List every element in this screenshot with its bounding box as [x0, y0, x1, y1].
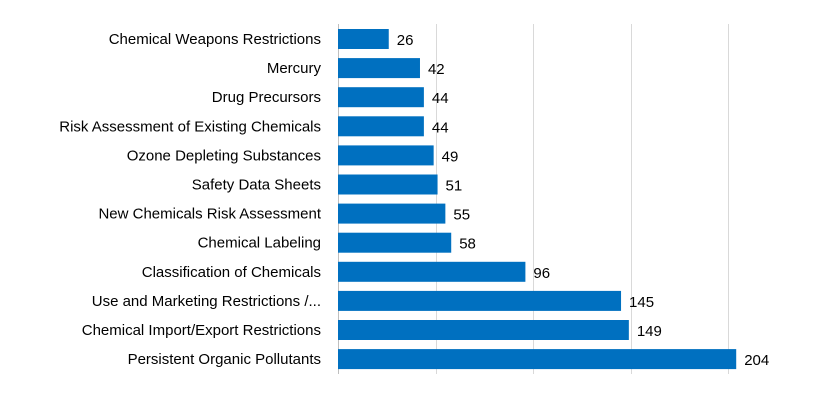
- data-label: 51: [446, 178, 463, 195]
- bar: [338, 116, 424, 137]
- data-label: 44: [432, 119, 449, 136]
- data-label: 145: [629, 294, 654, 311]
- data-label: 44: [432, 90, 449, 107]
- category-label: Chemical Labeling: [198, 235, 321, 252]
- bar: [338, 87, 424, 108]
- gridlines: [338, 24, 729, 374]
- category-label: Risk Assessment of Existing Chemicals: [59, 118, 321, 135]
- bar: [338, 145, 434, 166]
- category-label: Persistent Organic Pollutants: [128, 351, 321, 368]
- bar: [338, 261, 526, 282]
- data-labels: 26 42 44 44 49 51 55 58 96 145 149 204: [397, 32, 769, 369]
- category-label: Chemical Weapons Restrictions: [109, 31, 321, 48]
- bar: [338, 203, 446, 224]
- bar: [338, 58, 420, 79]
- data-label: 26: [397, 32, 414, 49]
- data-label: 55: [453, 207, 470, 224]
- bar: [338, 174, 438, 195]
- category-label: New Chemicals Risk Assessment: [98, 206, 321, 223]
- bars: [338, 29, 737, 370]
- bar: [338, 290, 622, 311]
- bar: [338, 29, 389, 49]
- category-label: Mercury: [267, 60, 322, 77]
- data-label: 204: [744, 352, 769, 369]
- data-label: 58: [459, 236, 476, 253]
- category-label: Chemical Import/Export Restrictions: [82, 322, 321, 339]
- category-label: Use and Marketing Restrictions /...: [92, 293, 321, 310]
- data-label: 149: [637, 323, 662, 340]
- data-label: 42: [428, 61, 445, 78]
- category-label: Drug Precursors: [212, 89, 321, 106]
- category-label: Safety Data Sheets: [192, 177, 321, 194]
- bar: [338, 349, 737, 370]
- category-label: Ozone Depleting Substances: [127, 147, 321, 164]
- data-label: 49: [442, 148, 459, 165]
- data-label: 96: [533, 265, 550, 282]
- bar: [338, 232, 452, 253]
- category-labels: Chemical Weapons Restrictions Mercury Drug…: [59, 31, 322, 368]
- category-label: Classification of Chemicals: [142, 264, 321, 281]
- bar: [338, 320, 629, 340]
